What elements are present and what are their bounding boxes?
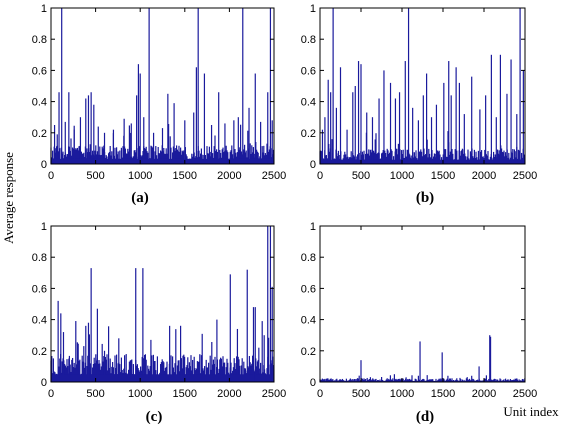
y-tick-label: 0	[41, 377, 47, 389]
baseline-band	[320, 380, 525, 382]
x-tick-label: 1500	[431, 170, 455, 182]
y-tick-label: 0.6	[301, 65, 316, 77]
y-tick-label: 0.8	[301, 252, 316, 264]
y-tick-label: 0	[41, 159, 47, 171]
plot-frame	[50, 225, 275, 383]
y-tick-label: 0.6	[32, 65, 47, 77]
plot-frame	[50, 7, 275, 165]
panel-label: (d)	[416, 409, 434, 425]
panel-1: 0 0.2 0.4 0.6 0.8 1 0 500 1000 1500 2000 2500 (a)	[32, 3, 287, 206]
x-tick-label: 2500	[262, 388, 286, 400]
y-tick-label: 0.2	[301, 346, 316, 358]
panel-3: 0 0.2 0.4 0.6 0.8 1 0 500 1000 1500 2000 2500 (c)	[32, 221, 287, 425]
x-tick-label: 500	[352, 388, 370, 400]
x-tick-label: 1000	[128, 170, 152, 182]
y-tick-label: 1	[41, 221, 47, 233]
y-tick-label: 1	[310, 221, 316, 233]
y-tick-label: 0.4	[301, 315, 316, 327]
y-axis-title: Average response	[1, 152, 16, 244]
y-tick-label: 0.4	[301, 97, 316, 109]
x-tick-label: 2000	[472, 388, 496, 400]
y-tick-label: 0.6	[32, 283, 47, 295]
x-tick-label: 500	[352, 170, 370, 182]
panel-label: (a)	[131, 190, 149, 206]
x-tick-label: 1500	[173, 388, 197, 400]
x-tick-label: 2500	[513, 388, 537, 400]
panel-label: (b)	[416, 190, 434, 206]
x-tick-label: 0	[317, 388, 323, 400]
x-tick-label: 1000	[390, 388, 414, 400]
x-tick-label: 1000	[390, 170, 414, 182]
x-tick-label: 2000	[472, 170, 496, 182]
y-tick-label: 0.8	[32, 34, 47, 46]
y-tick-label: 0	[310, 377, 316, 389]
y-tick-label: 0.8	[301, 34, 316, 46]
panel-4: 0 0.2 0.4 0.6 0.8 1 0 500 1000 1500 2000 2500 (d)	[301, 221, 538, 425]
x-axis-title: Unit index	[503, 404, 559, 419]
panel-2: 0 0.2 0.4 0.6 0.8 1 0 500 1000 1500 2000 2500 (b)	[301, 3, 538, 206]
panel-label: (c)	[146, 409, 163, 425]
x-tick-label: 2000	[217, 170, 241, 182]
panels: 00.20.40.60.810 500 1000 1500 2000 2500(a)00.…	[32, 3, 538, 425]
y-tick-label: 0.2	[301, 128, 316, 140]
y-tick-label: 0.2	[32, 128, 47, 140]
y-tick-label: 1	[310, 3, 316, 15]
y-tick-label: 0.4	[32, 97, 47, 109]
y-tick-label: 0.8	[32, 252, 47, 264]
x-tick-label: 0	[48, 388, 54, 400]
x-tick-label: 500	[86, 170, 104, 182]
x-tick-label: 0	[48, 170, 54, 182]
x-tick-label: 1500	[431, 388, 455, 400]
x-tick-label: 2000	[217, 388, 241, 400]
x-tick-label: 1500	[173, 170, 197, 182]
baseline-band	[320, 159, 525, 164]
x-tick-label: 2500	[513, 170, 537, 182]
plot-frame	[319, 7, 526, 165]
x-tick-label: 0	[317, 170, 323, 182]
plot-frame	[319, 225, 526, 383]
y-tick-label: 0.4	[32, 315, 47, 327]
y-tick-label: 0	[310, 159, 316, 171]
x-tick-label: 500	[86, 388, 104, 400]
x-tick-label: 1000	[128, 388, 152, 400]
y-tick-label: 0.2	[32, 346, 47, 358]
y-tick-label: 0.6	[301, 283, 316, 295]
y-tick-label: 1	[41, 3, 47, 15]
baseline-band	[51, 374, 274, 382]
x-tick-label: 2500	[262, 170, 286, 182]
